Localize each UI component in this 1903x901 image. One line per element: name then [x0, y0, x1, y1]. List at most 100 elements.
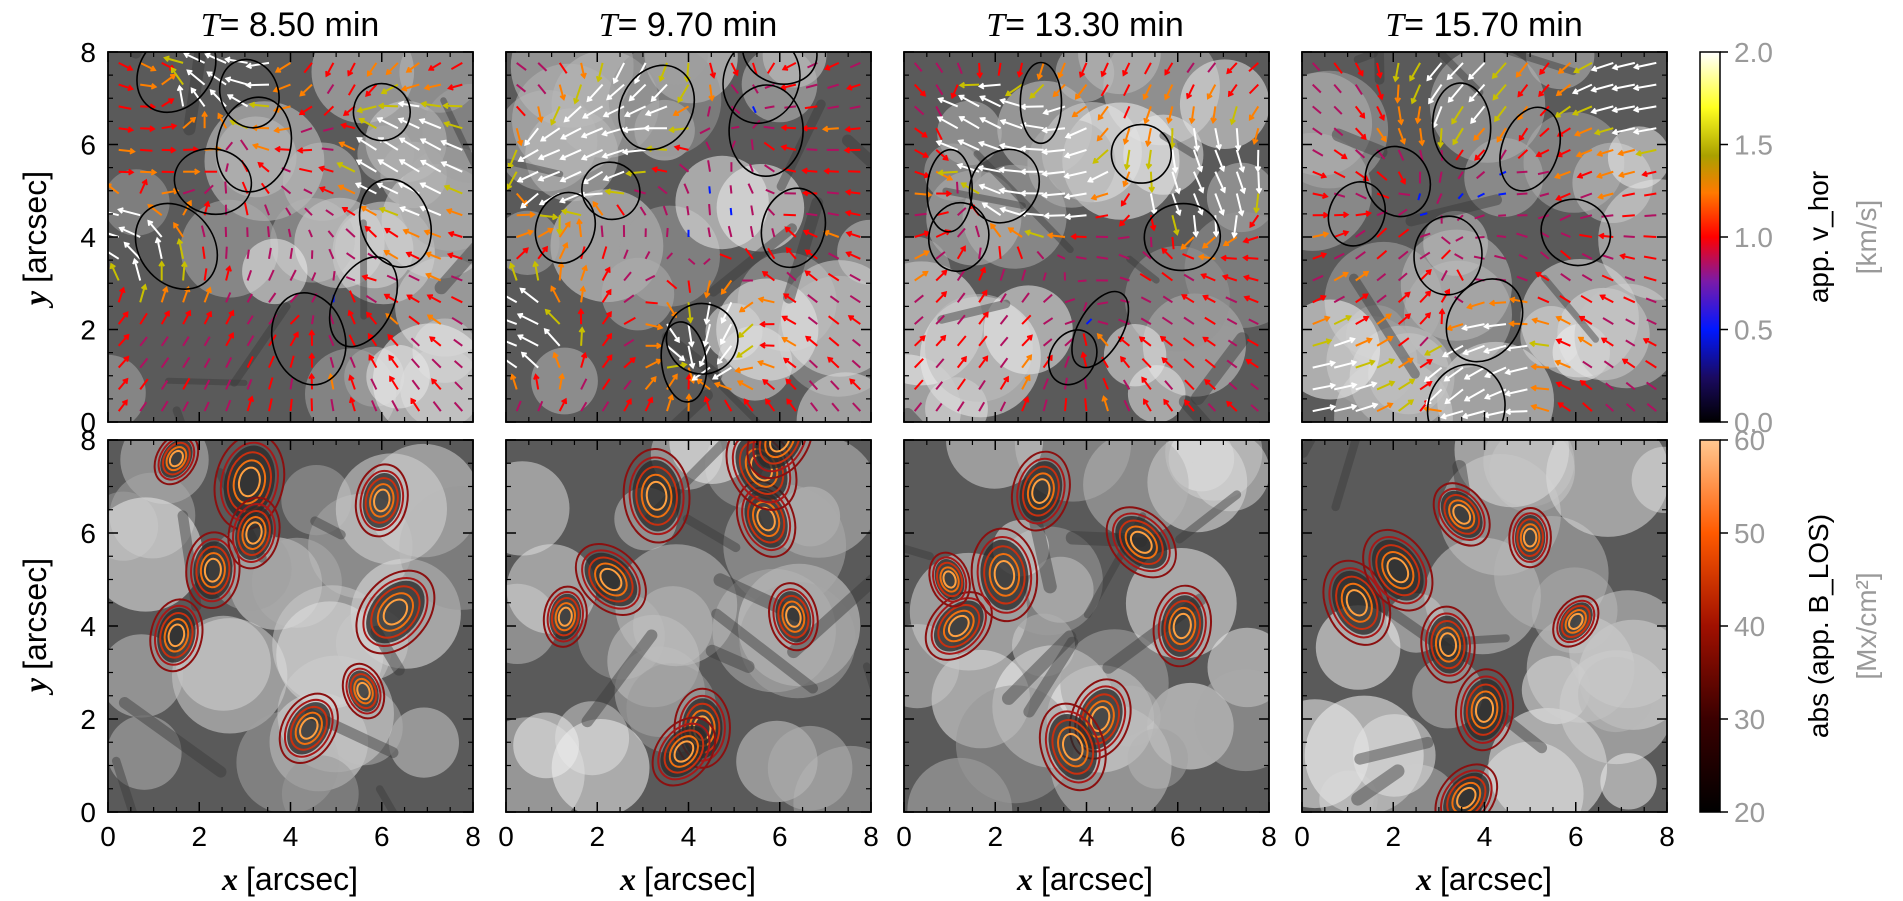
velocity-arrow — [1093, 149, 1109, 164]
velocity-arrowhead — [1418, 139, 1426, 147]
velocity-arrowhead — [688, 362, 696, 370]
velocity-arrowhead — [1369, 359, 1376, 366]
velocity-arrowhead — [1617, 149, 1624, 157]
velocity-arrowhead — [1024, 374, 1031, 381]
velocity-arrow — [935, 149, 949, 161]
field-contour — [199, 552, 226, 589]
field-contour — [993, 560, 1016, 590]
velocity-arrowhead — [1052, 91, 1059, 98]
velocity-arrow — [990, 223, 1002, 238]
x-tick-label: 8 — [863, 821, 879, 852]
velocity-arrowhead — [827, 356, 834, 363]
velocity-arrow — [388, 355, 399, 369]
velocity-arrowhead — [1329, 382, 1337, 390]
colorbar-tick-label: 0.0 — [1734, 407, 1773, 438]
field-contour — [546, 590, 584, 643]
velocity-arrowhead — [1029, 92, 1036, 99]
velocity-arrowhead — [1202, 336, 1209, 343]
velocity-arrowhead — [1578, 315, 1586, 322]
velocity-arrowhead — [999, 118, 1007, 126]
velocity-arrowhead — [978, 183, 985, 190]
panel-titles: T= 8.50 min T= 9.70 min T= 13.30 min T= … — [201, 6, 1583, 44]
velocity-arrow — [408, 315, 420, 325]
velocity-arrowhead — [998, 142, 1006, 150]
velocity-arrow — [1456, 269, 1464, 281]
velocity-arrow — [580, 378, 588, 390]
velocity-arrowhead — [979, 95, 986, 102]
velocity-arrowhead — [1193, 145, 1201, 152]
field-contour — [159, 612, 194, 659]
velocity-arrow — [1097, 105, 1109, 120]
velocity-arrow — [289, 293, 299, 303]
velocity-arrow — [1021, 147, 1044, 151]
velocity-arrowhead — [804, 270, 811, 277]
velocity-arrow — [516, 83, 527, 93]
velocity-arrowhead — [225, 265, 232, 272]
velocity-arrowhead — [844, 209, 852, 217]
velocity-arrow — [1451, 105, 1464, 124]
velocity-arrow — [1064, 337, 1074, 347]
intergranular-lane — [1175, 490, 1242, 544]
velocity-arrowhead — [1164, 93, 1171, 101]
velocity-arrow — [1605, 403, 1614, 412]
velocity-arrow — [366, 312, 378, 325]
velocity-arrow — [1201, 273, 1216, 282]
velocity-arrow — [1064, 319, 1076, 326]
velocity-arrowhead — [430, 378, 437, 385]
intergranular-lane — [1434, 52, 1484, 97]
velocity-arrowhead — [601, 152, 608, 159]
velocity-arrowhead — [443, 184, 451, 191]
velocity-arrowhead — [537, 154, 545, 161]
velocity-arrow — [623, 127, 646, 132]
velocity-arrowhead — [559, 94, 567, 101]
velocity-arrow — [1016, 246, 1024, 260]
velocity-arrow — [1043, 148, 1066, 154]
velocity-arrow — [1312, 192, 1328, 198]
magnetic-core — [1161, 595, 1204, 657]
velocity-arrow — [738, 380, 754, 391]
velocity-arrow — [1204, 358, 1216, 369]
velocity-arrow — [450, 296, 463, 304]
velocity-arrowhead — [1349, 337, 1356, 344]
velocity-arrow — [1376, 273, 1387, 282]
field-contour — [1425, 612, 1471, 677]
velocity-arrowhead — [1504, 390, 1511, 397]
velocity-arrow — [1192, 193, 1203, 215]
field-contour — [988, 553, 1021, 597]
field-contour — [1456, 786, 1477, 810]
velocity-arrow — [1573, 105, 1593, 116]
velocity-arrowhead — [1362, 270, 1370, 277]
velocity-arrowhead — [1446, 324, 1453, 332]
velocity-arrowhead — [1186, 92, 1193, 100]
x-tick-label: 4 — [681, 821, 697, 852]
velocity-arrowhead — [217, 112, 224, 119]
magnetic-contour — [134, 202, 219, 290]
velocity-arrowhead — [1242, 237, 1250, 244]
velocity-arrowhead — [544, 308, 551, 315]
field-contour — [1031, 478, 1051, 504]
colorbar-tick-label: 50 — [1734, 518, 1765, 549]
velocity-arrow — [509, 263, 518, 281]
velocity-arrowhead — [517, 156, 524, 162]
velocity-arrow — [1558, 402, 1571, 412]
velocity-arrowhead — [720, 288, 727, 295]
velocity-arrow — [246, 396, 253, 412]
velocity-arrowhead — [447, 84, 454, 91]
velocity-arrowhead — [355, 159, 363, 166]
velocity-arrow — [1223, 275, 1238, 282]
velocity-arrow — [1428, 84, 1443, 104]
velocity-arrow — [623, 357, 636, 369]
velocity-arrow — [1634, 105, 1657, 112]
velocity-arrow — [1123, 105, 1131, 119]
intergranular-lane — [1405, 194, 1502, 227]
velocity-arrow — [1494, 254, 1507, 260]
velocity-arrow — [517, 170, 539, 183]
velocity-arrow — [1475, 236, 1485, 239]
velocity-arrow — [1355, 192, 1367, 200]
velocity-arrow — [1477, 192, 1485, 198]
velocity-arrowhead — [977, 82, 985, 90]
field-contour — [772, 588, 815, 646]
velocity-arrowhead — [1016, 71, 1024, 78]
field-contour — [1038, 702, 1107, 792]
velocity-arrow — [275, 62, 292, 73]
